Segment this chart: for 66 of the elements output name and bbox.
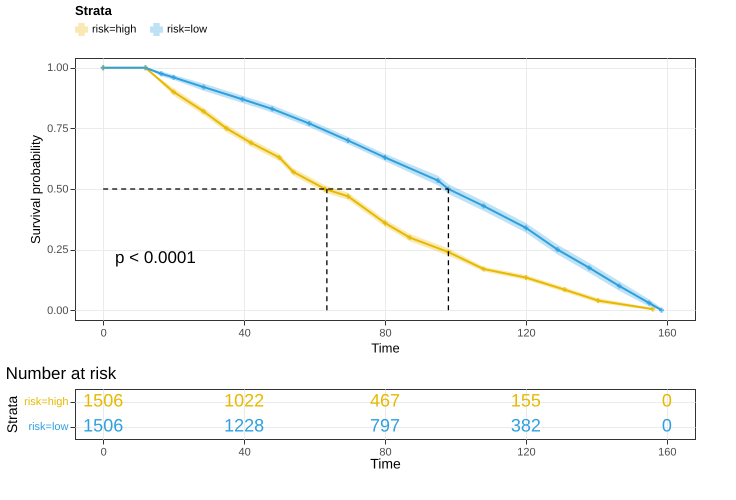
point (596, 298, 601, 304)
x-tick-label: 80 (379, 328, 392, 340)
point (224, 126, 229, 131)
x-tick-label: 40 (238, 328, 251, 340)
point (171, 74, 176, 80)
point (248, 140, 254, 146)
x-tick-label: 0 (100, 446, 107, 458)
point (435, 178, 440, 184)
x-tick-label: 160 (658, 446, 676, 458)
point (650, 306, 656, 312)
y-tick-label: 0.75 (47, 122, 68, 135)
point (407, 235, 412, 240)
legend-title: Strata (75, 3, 113, 18)
x-tick-label: 40 (238, 446, 251, 458)
point (586, 265, 592, 270)
point (616, 284, 622, 289)
x-tick-label: 160 (658, 328, 676, 340)
x-axis-title: Time (370, 456, 402, 472)
legend-label: risk=high (92, 24, 136, 36)
y-tick-label: 0.25 (47, 244, 68, 256)
point (481, 203, 486, 208)
point (306, 121, 312, 126)
point (555, 247, 560, 252)
data-label: 155 (510, 390, 541, 410)
x-tick-label: 120 (517, 328, 536, 340)
point (171, 89, 176, 94)
annotation: p < 0.0001 (115, 248, 196, 267)
y-axis-title: Survival probability (28, 134, 44, 244)
chart-title: Number at risk (6, 364, 117, 383)
data-label: 382 (510, 416, 541, 436)
point (382, 220, 388, 226)
point (523, 225, 528, 230)
x-tick-label: 80 (379, 446, 392, 458)
point (646, 300, 652, 306)
point (240, 96, 245, 102)
y-tick-label: 0.00 (47, 304, 68, 317)
point (290, 170, 296, 175)
point (523, 275, 528, 280)
y-tick-label: 1.00 (47, 62, 68, 74)
y-tick-label: 0.50 (47, 184, 68, 196)
data-label: 0 (662, 416, 672, 436)
legend-label: risk=low (167, 24, 208, 36)
point (346, 138, 351, 143)
y-tick-label: risk=high (24, 396, 68, 408)
point (270, 106, 275, 112)
point (659, 308, 664, 313)
data-label: 1506 (83, 416, 124, 436)
point (346, 194, 351, 199)
data-label: 1228 (224, 416, 264, 436)
point (276, 154, 282, 160)
x-tick-label: 120 (517, 446, 536, 458)
data-label: 1022 (224, 390, 264, 410)
point (382, 154, 388, 160)
point (201, 84, 206, 90)
y-tick-label: risk=low (28, 421, 69, 433)
data-label: 1506 (83, 390, 124, 410)
data-label: 467 (370, 390, 400, 410)
x-axis-title: Time (371, 340, 400, 356)
data-label: 797 (370, 416, 400, 436)
point (562, 287, 568, 292)
point (481, 266, 486, 272)
point (201, 108, 206, 114)
data-label: 0 (662, 390, 672, 410)
x-tick-label: 0 (100, 328, 107, 340)
point (158, 71, 164, 76)
y-axis-title: Strata (4, 396, 20, 434)
